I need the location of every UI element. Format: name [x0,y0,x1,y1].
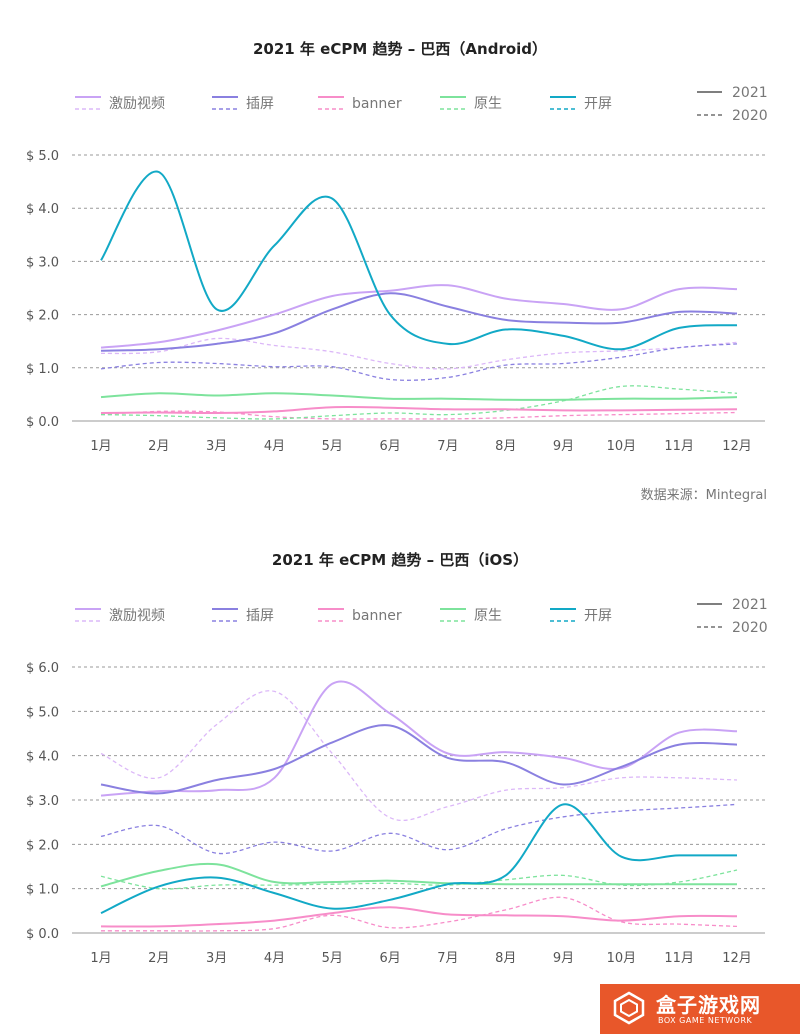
y-tick-label: $ 5.0 [26,705,59,720]
x-tick-label: 4月 [264,951,285,966]
legend-label: 激励视频 [109,607,165,624]
x-tick-label: 6月 [379,439,400,454]
series-line-2020 [100,803,738,855]
y-tick-label: $ 0.0 [26,415,59,430]
watermark-title: 盒子游戏网 [656,993,761,1017]
series-line-2021 [100,803,738,915]
legend-label: 原生 [474,96,502,112]
legend-item: banner [318,96,402,112]
legend-item: 开屏 [550,96,612,112]
ios-plot: 激励视频 插屏 banner 原生 开屏 2021 2020 $ 0.0 $ 1.0 $ 2.0 $… [26,597,768,966]
legend-year-solid: 2021 [732,597,768,613]
legend-item: 插屏 [212,608,274,624]
series-line-2021 [100,680,738,797]
x-tick-label: 3月 [206,439,227,454]
x-tick-label: 9月 [553,439,574,454]
site-watermark: 盒子游戏网 BOX GAME NETWORK [600,984,800,1034]
series-line-2021 [100,862,737,888]
android-plot: 激励视频 插屏 banner 原生 开屏 2021 2020 $ 0.0 $ 1.0 $ 2.0 $… [26,85,768,454]
x-tick-label: 9月 [553,951,574,966]
y-tick-label: $ 4.0 [26,750,59,765]
legend-year-solid: 2021 [732,85,768,101]
x-tick-label: 7月 [437,439,458,454]
x-tick-label: 2月 [148,439,169,454]
series-line-2021 [100,405,738,415]
y-tick-label: $ 1.0 [26,883,59,898]
legend-item: 原生 [440,96,502,112]
legend-item: 开屏 [550,608,612,624]
series-line-2021 [100,170,738,351]
legend-item: 原生 [440,608,502,624]
series-line-2020 [100,385,738,420]
y-tick-label: $ 4.0 [26,202,59,217]
y-tick-label: $ 1.0 [26,362,59,377]
x-tick-label: 11月 [664,439,694,454]
series-line-2020 [100,869,738,890]
source-note: 数据来源：Mintegral [640,488,767,503]
x-tick-label: 10月 [607,951,637,966]
legend-item: 激励视频 [75,95,165,112]
legend-label: banner [352,96,402,112]
x-tick-label: 4月 [264,439,285,454]
series-line-2021 [100,284,738,349]
legend-label: 激励视频 [109,95,165,112]
series-line-2020 [100,410,738,420]
series-line-2021 [100,906,738,928]
x-tick-label: 7月 [437,951,458,966]
series-line-2020 [101,896,738,932]
legend-label: 插屏 [246,96,274,112]
legend-year-key: 2021 2020 [697,597,768,636]
series-line-2020 [100,343,738,381]
chart-title: 2021 年 eCPM 趋势 – 巴西（iOS） [271,551,529,569]
series-line-2020 [100,337,738,370]
legend-year-dashed: 2020 [732,620,768,636]
x-tick-label: 6月 [379,951,400,966]
x-tick-label: 5月 [322,951,343,966]
legend-item: 激励视频 [75,607,165,624]
android-chart: 2021 年 eCPM 趋势 – 巴西（Android） 激励视频 插屏 banne… [0,0,800,512]
x-tick-label: 5月 [322,439,343,454]
y-tick-label: $ 2.0 [26,309,59,324]
box-logo-icon [613,991,645,1025]
x-tick-label: 12月 [722,439,752,454]
x-tick-label: 12月 [722,951,752,966]
legend-label: 原生 [474,608,502,624]
chart-title: 2021 年 eCPM 趋势 – 巴西（Android） [252,40,548,58]
legend-year-dashed: 2020 [732,108,768,124]
legend-label: banner [352,608,402,624]
legend-label: 开屏 [584,608,612,624]
series-line-2020 [100,690,738,822]
series-line-2021 [100,292,738,352]
x-tick-label: 1月 [90,951,111,966]
watermark-subtitle: BOX GAME NETWORK [658,1016,753,1025]
x-tick-label: 11月 [664,951,694,966]
y-tick-label: $ 3.0 [26,794,59,809]
y-tick-label: $ 3.0 [26,255,59,270]
x-tick-label: 3月 [206,951,227,966]
legend-item: banner [318,608,402,624]
x-tick-label: 8月 [495,439,516,454]
x-tick-label: 1月 [90,439,111,454]
legend-label: 插屏 [246,608,274,624]
legend-label: 开屏 [584,96,612,112]
series-line-2021 [100,724,738,795]
legend-year-key: 2021 2020 [697,85,768,124]
y-tick-label: $ 2.0 [26,838,59,853]
x-tick-label: 10月 [607,439,637,454]
y-tick-label: $ 6.0 [26,661,59,676]
x-tick-label: 8月 [495,951,516,966]
legend-item: 插屏 [212,96,274,112]
series-line-2021 [100,392,738,401]
y-tick-label: $ 0.0 [26,927,59,942]
y-tick-label: $ 5.0 [26,149,59,164]
ios-chart: 2021 年 eCPM 趋势 – 巴西（iOS） 激励视频 插屏 banner 原生 开… [0,512,800,1034]
x-tick-label: 2月 [148,951,169,966]
